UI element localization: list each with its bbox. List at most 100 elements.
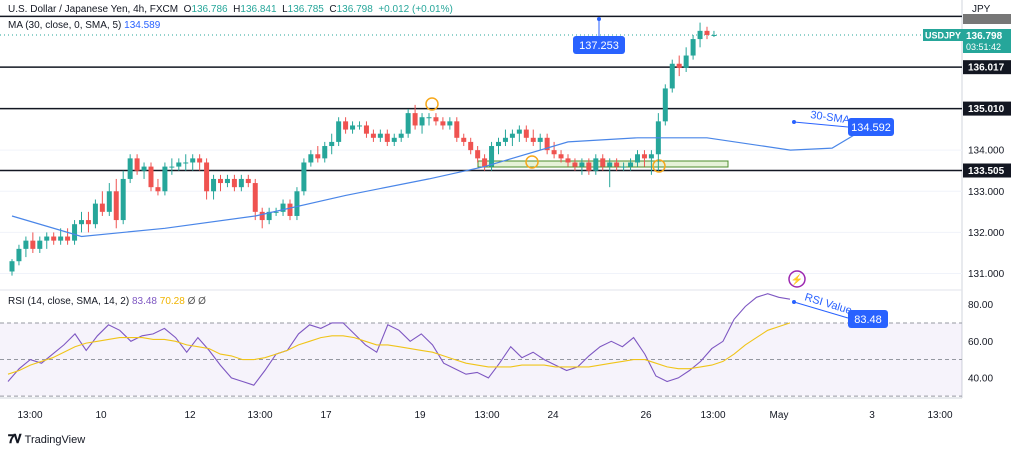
candle-body bbox=[106, 191, 112, 212]
candle-body bbox=[558, 154, 564, 159]
rsi-callout-line bbox=[793, 301, 849, 319]
candle-body bbox=[683, 55, 689, 68]
tradingview-logo[interactable]: 𝟕𝐕 TradingView bbox=[8, 432, 85, 447]
candles bbox=[9, 22, 717, 276]
price-tick-label: 134.000 bbox=[968, 146, 1005, 157]
rsi-ma-line bbox=[7, 322, 791, 375]
rsi-tick-label: 60.00 bbox=[968, 337, 993, 348]
time-tick-label: 13:00 bbox=[927, 410, 952, 421]
current-price-tag[interactable]: USDJPY 136.798 03:51:42 bbox=[923, 29, 1011, 53]
candle-body bbox=[30, 240, 36, 249]
candle-body bbox=[322, 146, 328, 159]
candle-body bbox=[44, 236, 50, 241]
candle-body bbox=[65, 236, 71, 241]
candle-body bbox=[496, 141, 501, 147]
candle-body bbox=[329, 141, 335, 147]
rsi-tick-label: 40.00 bbox=[968, 373, 993, 384]
ma-value: 134.589 bbox=[124, 20, 161, 31]
candle-body bbox=[155, 187, 161, 192]
rsi-legend-value: 83.48 bbox=[131, 296, 157, 307]
level-price-tag bbox=[963, 101, 1011, 116]
candle-body bbox=[489, 146, 495, 167]
symbol-legend: U.S. Dollar / Japanese Yen, 4h, FXCM O13… bbox=[8, 4, 453, 15]
candle-body bbox=[384, 133, 390, 142]
top-tag-box bbox=[963, 14, 1011, 24]
time-tick-label: May bbox=[770, 410, 789, 421]
candle-body bbox=[37, 240, 43, 249]
candle-body bbox=[398, 133, 404, 138]
rsi-tick-label: 80.00 bbox=[968, 300, 993, 311]
candle-body bbox=[614, 162, 620, 167]
candle-body bbox=[551, 150, 557, 155]
rsi-band-fill bbox=[0, 322, 962, 397]
ma-legend[interactable]: MA (30, close, 0, SMA, 5) 134.589 bbox=[8, 20, 161, 31]
candle-body bbox=[475, 150, 481, 159]
candle-body bbox=[308, 154, 314, 163]
candle-body bbox=[711, 34, 717, 36]
price-tag-countdown: 03:51:42 bbox=[966, 42, 1001, 52]
candle-body bbox=[141, 166, 147, 171]
candle-body bbox=[426, 117, 432, 119]
horizontal-levels[interactable]: 136.017 135.010 133.505 bbox=[0, 15, 1011, 178]
candle-body bbox=[211, 178, 217, 192]
time-tick-label: 24 bbox=[547, 410, 559, 421]
time-tick-label: 26 bbox=[640, 410, 652, 421]
time-tick-label: 10 bbox=[95, 410, 107, 421]
moving-average bbox=[11, 131, 861, 238]
candle-body bbox=[621, 166, 627, 168]
candle-body bbox=[391, 137, 397, 142]
candle-body bbox=[690, 39, 696, 56]
candle-body bbox=[58, 236, 64, 241]
top-price-tag bbox=[963, 14, 1011, 24]
axes: 131.000 132.000 133.000 134.000 40.00 60.00 80… bbox=[17, 146, 1004, 421]
rsi-callout-value: 83.48 bbox=[854, 314, 882, 326]
candle-body bbox=[197, 158, 203, 163]
candle-body bbox=[593, 158, 599, 171]
candle-body bbox=[537, 137, 543, 142]
candle-body bbox=[370, 133, 376, 138]
rsi-legend[interactable]: RSI (14, close, SMA, 14, 2) 83.48 70.28 … bbox=[8, 296, 206, 307]
candle-body bbox=[287, 203, 293, 216]
high-callout-box[interactable] bbox=[573, 36, 625, 54]
candle-body bbox=[454, 121, 460, 138]
rsi-callout-box[interactable] bbox=[848, 310, 888, 328]
candle-body bbox=[183, 162, 189, 164]
grid bbox=[0, 34, 962, 275]
candle-body bbox=[280, 203, 286, 212]
highlight-circle bbox=[425, 97, 439, 111]
candle-body bbox=[572, 162, 578, 167]
candle-body bbox=[238, 178, 244, 188]
candle-body bbox=[190, 158, 196, 163]
highlight-circle bbox=[525, 155, 539, 169]
sma-callout-dot bbox=[792, 120, 796, 124]
candle-body bbox=[447, 121, 453, 126]
sma-callout-box[interactable] bbox=[848, 118, 894, 136]
candle-body bbox=[266, 211, 272, 221]
rsi-ma-legend-value: 70.28 bbox=[159, 296, 185, 307]
tradingview-logo-icon: 𝟕𝐕 bbox=[8, 432, 22, 446]
candle-body bbox=[176, 162, 182, 167]
candle-body bbox=[468, 141, 474, 151]
candle-body bbox=[218, 178, 223, 184]
candle-body bbox=[502, 137, 508, 142]
candle-body bbox=[259, 211, 265, 221]
candle-body bbox=[669, 63, 675, 89]
candle-body bbox=[509, 133, 515, 138]
alert-icon[interactable] bbox=[788, 270, 806, 288]
rsi-pane bbox=[0, 293, 962, 397]
candle-body bbox=[662, 88, 668, 122]
candle-body bbox=[516, 129, 522, 134]
candle-body bbox=[635, 154, 640, 163]
level-price-label: 133.505 bbox=[968, 166, 1005, 177]
price-tag-value: 136.798 bbox=[966, 31, 1003, 42]
price-tag-box bbox=[963, 29, 1011, 53]
candle-body bbox=[433, 117, 439, 122]
sma-line bbox=[11, 131, 861, 238]
time-tick-label: 13:00 bbox=[17, 410, 42, 421]
high-callout-label: 137.253 bbox=[579, 40, 619, 52]
candle-body bbox=[204, 162, 210, 192]
candle-body bbox=[363, 125, 369, 134]
candle-body bbox=[461, 137, 467, 142]
